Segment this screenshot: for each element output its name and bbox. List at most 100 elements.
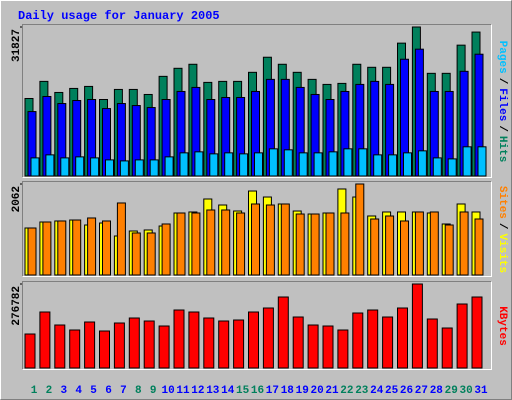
bar xyxy=(373,154,383,177)
bar xyxy=(102,220,111,276)
bar xyxy=(313,152,323,177)
bar xyxy=(382,316,394,369)
x-tick-label: 2 xyxy=(46,385,53,397)
bar xyxy=(283,149,293,177)
legend: Sites / Visits xyxy=(496,186,508,273)
legend: Pages / Files / Hits xyxy=(496,41,508,163)
bar xyxy=(370,218,380,276)
bar xyxy=(325,212,335,276)
x-tick-label: 6 xyxy=(105,385,112,397)
bar xyxy=(265,204,275,276)
x-tick-label: 26 xyxy=(400,385,413,397)
bar xyxy=(206,209,216,276)
bar xyxy=(262,307,274,369)
legend-separator: / xyxy=(496,125,508,132)
legend-separator: / xyxy=(496,223,508,230)
bar xyxy=(447,158,457,177)
bar xyxy=(474,218,484,276)
x-tick-label: 30 xyxy=(459,385,472,397)
legend-entry: Sites xyxy=(496,186,508,219)
legend-entry: Files xyxy=(496,88,508,121)
bar xyxy=(298,152,308,177)
panel-border-dark xyxy=(22,281,492,370)
bar xyxy=(194,151,204,177)
bar xyxy=(221,209,231,276)
bar xyxy=(292,316,304,369)
x-tick-label: 23 xyxy=(355,385,369,397)
y-tick-label: 2062 xyxy=(11,186,23,212)
bar xyxy=(191,212,201,276)
bar xyxy=(239,153,249,177)
bar xyxy=(355,183,365,276)
bar xyxy=(403,152,412,177)
x-tick-label: 18 xyxy=(281,385,295,397)
bar xyxy=(158,325,170,369)
bar xyxy=(179,152,189,177)
bar xyxy=(90,157,100,177)
bar xyxy=(84,321,96,369)
bar xyxy=(477,146,487,177)
bar xyxy=(322,325,334,369)
bar xyxy=(417,150,427,177)
x-tick-label: 8 xyxy=(135,385,142,397)
bar xyxy=(42,221,52,276)
x-tick-label: 25 xyxy=(385,385,399,397)
legend-separator: / xyxy=(496,78,508,85)
bar xyxy=(149,159,159,177)
bar xyxy=(340,212,350,276)
bar xyxy=(441,327,453,369)
x-tick-label: 13 xyxy=(206,385,220,397)
bar xyxy=(99,330,110,369)
x-tick-label: 1 xyxy=(31,385,38,397)
bar xyxy=(143,320,155,369)
x-tick-label: 3 xyxy=(60,385,67,397)
bar xyxy=(75,156,85,177)
bar xyxy=(268,148,278,177)
bar xyxy=(388,154,398,177)
x-tick-label: 15 xyxy=(236,385,250,397)
x-tick-label: 12 xyxy=(191,385,204,397)
chart-title: Daily usage for January 2005 xyxy=(18,9,220,23)
bar xyxy=(295,213,305,276)
x-tick-label: 27 xyxy=(415,385,428,397)
bar xyxy=(218,320,230,369)
bar xyxy=(176,212,186,276)
bar xyxy=(414,211,424,276)
x-tick-label: 19 xyxy=(296,385,309,397)
x-tick-label: 4 xyxy=(75,385,82,397)
bar xyxy=(24,333,36,369)
bar xyxy=(459,211,469,276)
bar xyxy=(251,203,260,276)
bar xyxy=(173,309,185,369)
bar xyxy=(367,309,379,369)
x-tick-label: 28 xyxy=(430,385,444,397)
bar xyxy=(236,212,246,276)
x-tick-label: 31 xyxy=(474,385,488,397)
x-tick-label: 20 xyxy=(310,385,323,397)
bar xyxy=(188,311,200,369)
bar xyxy=(426,318,438,369)
legend-entry: KBytes xyxy=(496,306,508,346)
panel-border-light xyxy=(22,181,492,277)
panel-border-dark xyxy=(22,24,492,178)
x-tick-label: 10 xyxy=(161,385,174,397)
bar xyxy=(310,213,320,276)
x-tick-label: 5 xyxy=(90,385,97,397)
x-tick-label: 29 xyxy=(445,385,458,397)
panel-border-light xyxy=(22,281,492,370)
bar xyxy=(280,203,290,276)
bar xyxy=(203,317,215,369)
bar xyxy=(400,220,409,276)
bar xyxy=(358,148,368,177)
bar xyxy=(397,307,408,369)
y-tick-label: 276782 xyxy=(11,286,23,326)
bar xyxy=(54,324,66,369)
x-tick-label: 21 xyxy=(325,385,339,397)
bar xyxy=(343,148,353,177)
bar xyxy=(128,317,140,369)
legend: KBytes xyxy=(496,306,508,346)
bar xyxy=(337,329,349,369)
bar xyxy=(429,211,439,276)
